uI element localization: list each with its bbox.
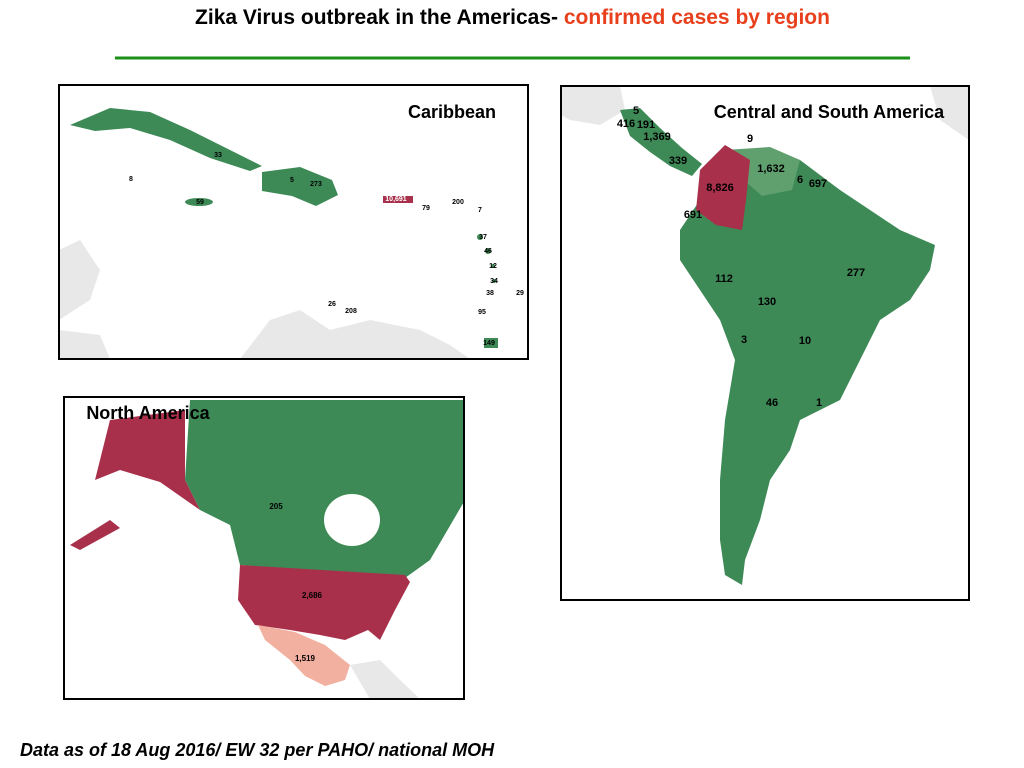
north-america-map	[70, 400, 464, 699]
case-label: 6	[797, 174, 803, 186]
case-label: 191	[637, 119, 655, 131]
case-label: 200	[452, 199, 464, 206]
case-label: 34	[490, 278, 498, 285]
case-label: 3	[741, 334, 747, 346]
south-america-map	[561, 86, 969, 585]
title: Zika Virus outbreak in the Americas- con…	[175, 4, 850, 32]
south-america-labels: 5 416 191 1,369 9 339 1,632 6 697 8,826 …	[617, 105, 865, 409]
case-label: 8	[129, 176, 133, 183]
panel-title: Central and South America	[714, 102, 945, 122]
footer: Data as of 18 Aug 2016/ EW 32 per PAHO/ …	[20, 740, 495, 760]
case-label: 697	[809, 178, 827, 190]
title-main: Zika Virus outbreak in the Americas-	[195, 6, 559, 29]
north-america-frame	[63, 396, 465, 700]
north-america-labels: 205 2,686 1,519	[269, 502, 322, 663]
case-label: 37	[479, 234, 487, 241]
case-label: 9	[747, 133, 753, 145]
case-label: 208	[345, 308, 357, 315]
south-america-frame	[560, 85, 970, 601]
case-label: 12	[489, 263, 497, 270]
caribbean-labels: 33 8 59 5 273 10,691 79 200 7 37 46 12 3…	[129, 152, 524, 347]
case-label: 5	[290, 177, 294, 184]
case-label: 1,369	[643, 131, 671, 143]
case-label: 10	[799, 335, 811, 347]
case-label: 339	[669, 155, 687, 167]
case-label: 26	[328, 301, 336, 308]
case-label: 130	[758, 296, 776, 308]
case-label: 33	[214, 152, 222, 159]
title-highlight: confirmed cases by region	[563, 6, 830, 29]
case-label: 691	[684, 209, 702, 221]
case-label: 29	[516, 290, 524, 297]
case-label: 10,691	[385, 196, 407, 203]
case-label: 1	[816, 397, 822, 409]
case-label: 277	[847, 267, 865, 279]
panel-title: North America	[86, 403, 210, 423]
case-label: 273	[310, 181, 322, 188]
case-label: 1,519	[295, 654, 316, 663]
case-label: 112	[715, 273, 733, 285]
case-label: 95	[478, 309, 486, 316]
case-label: 7	[478, 207, 482, 214]
caribbean-frame	[58, 84, 529, 360]
case-label: 1,632	[757, 163, 785, 175]
case-label: 416	[617, 118, 635, 130]
case-label: 38	[486, 290, 494, 297]
case-label: 79	[422, 205, 430, 212]
case-label: 46	[484, 248, 492, 255]
case-label: 8,826	[706, 182, 734, 194]
case-label: 5	[633, 105, 639, 117]
panel-title: Caribbean	[408, 102, 496, 122]
case-label: 59	[196, 199, 204, 206]
caribbean-map	[59, 108, 498, 359]
case-label: 2,686	[302, 591, 323, 600]
case-label: 205	[269, 502, 283, 511]
case-label: 149	[483, 340, 495, 347]
case-label: 46	[766, 397, 778, 409]
